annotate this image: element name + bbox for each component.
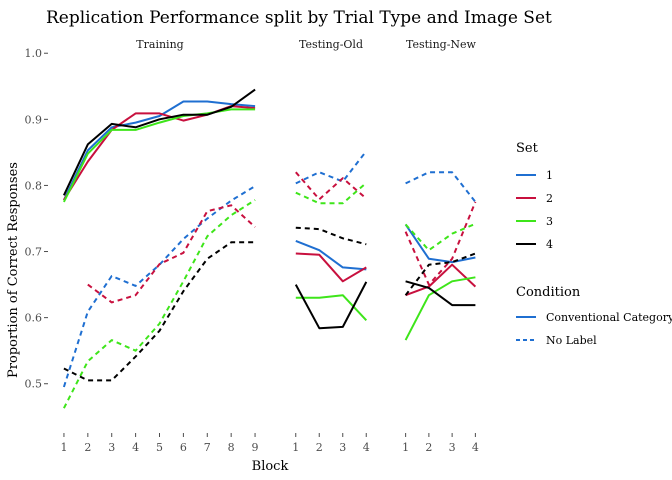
series-line-set-4-no-label [63, 241, 256, 382]
x-tick-label: 9 [252, 441, 259, 454]
x-tick-label: 6 [180, 441, 187, 454]
x-tick-label: 1 [402, 441, 409, 454]
set-legend: Set 1 2 3 4 [516, 141, 553, 251]
x-tick-label: 3 [339, 441, 346, 454]
series-line-set-3-conventional [404, 276, 476, 341]
series-line-set-4-conventional [405, 280, 476, 307]
series-line-set-1-conventional [62, 100, 256, 201]
panel-testing-new: Testing-New 1 2 3 4 [402, 38, 479, 454]
series-line-set-4-conventional [294, 281, 368, 330]
x-axis-title: Block [252, 459, 289, 474]
y-tick-label: 0.6 [25, 312, 43, 325]
x-tick-label: 4 [132, 441, 139, 454]
y-tick-label: 0.9 [25, 113, 43, 126]
x-tick-label: 1 [60, 441, 67, 454]
x-tick-label: 2 [316, 441, 323, 454]
series-line-set-1-no-label [62, 185, 256, 388]
series-line-set-3-conventional [63, 108, 256, 203]
y-tick-label: 0.7 [25, 246, 43, 259]
condition-legend: Condition Conventional Category No Label [516, 285, 672, 347]
x-tick-label: 5 [156, 441, 163, 454]
series-line-set-3-no-label [404, 222, 476, 252]
y-tick-label: 1.0 [25, 47, 43, 60]
series-line-set-2-conventional [405, 263, 477, 297]
series-line-set-2-conventional [295, 252, 367, 283]
series-line-set-3-conventional [295, 294, 368, 321]
series-line-set-4-no-label [295, 226, 367, 246]
x-tick-label: 4 [363, 441, 370, 454]
series-line-set-1-no-label [295, 150, 368, 185]
x-tick-label: 1 [292, 441, 299, 454]
series-line-set-3-no-label [295, 182, 367, 205]
x-tick-label: 2 [84, 441, 91, 454]
panel-strip-label: Training [136, 38, 183, 51]
x-tick-label: 8 [228, 441, 235, 454]
series-line-set-1-no-label [405, 171, 477, 203]
x-tick-label: 3 [108, 441, 115, 454]
panel-testing-old: Testing-Old 1 2 3 4 [292, 38, 370, 454]
legend-label-set-3: 3 [546, 215, 553, 228]
y-tick-label: 0.5 [25, 378, 43, 391]
x-tick-label: 7 [204, 441, 211, 454]
condition-legend-title: Condition [516, 285, 581, 300]
series-line-set-3-no-label [63, 199, 256, 409]
chart-title: Replication Performance split by Trial T… [46, 8, 552, 28]
x-tick-label: 4 [472, 441, 479, 454]
series-line-set-1-conventional [404, 223, 476, 264]
series-line-set-4-conventional [62, 88, 256, 196]
series-line-set-2-no-label [87, 204, 256, 304]
legend-label-set-1: 1 [546, 169, 553, 182]
series-line-set-2-no-label [404, 201, 477, 286]
legend-label-condition: Conventional Category [546, 311, 672, 324]
x-tick-label: 3 [449, 441, 456, 454]
series-line-set-2-no-label [295, 171, 367, 201]
panel-strip-label: Testing-Old [299, 38, 363, 51]
series-line-set-1-conventional [295, 239, 367, 271]
panel-training: Training 1 2 3 4 5 6 7 8 9 [60, 38, 258, 454]
legend-label-condition: No Label [546, 334, 597, 347]
legend-label-set-2: 2 [546, 192, 553, 205]
series-line-set-4-no-label [404, 252, 476, 296]
panel-strip-label: Testing-New [406, 38, 477, 51]
x-tick-label: 2 [425, 441, 432, 454]
y-axis: 0.5 0.6 0.7 0.8 0.9 1.0 [25, 47, 48, 391]
legend-label-set-4: 4 [546, 238, 553, 251]
y-axis-title: Proportion of Correct Responses [6, 162, 21, 378]
set-legend-title: Set [516, 141, 539, 156]
y-tick-label: 0.8 [25, 179, 43, 192]
